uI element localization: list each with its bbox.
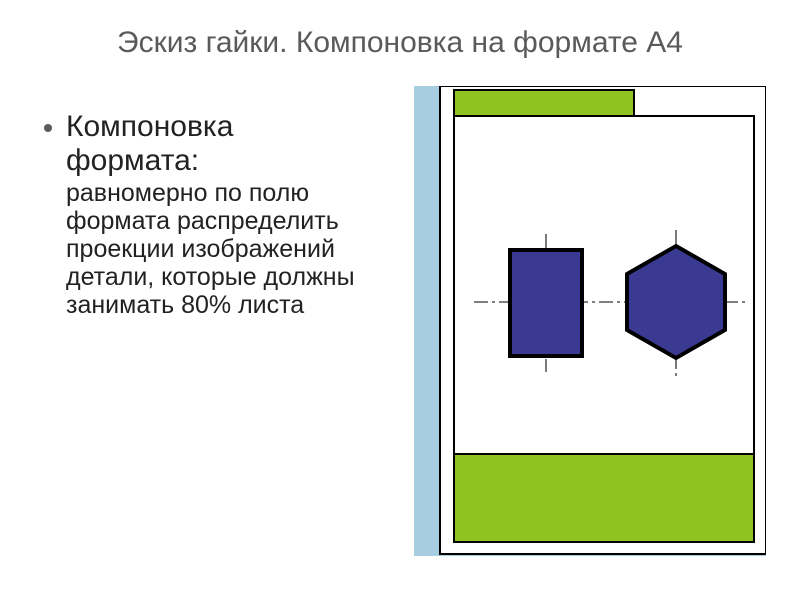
layout-diagram <box>414 86 766 556</box>
front-view-rect <box>510 250 582 356</box>
bullet-dot <box>44 124 52 132</box>
bullet-block: Компоновка формата: равномерно по полю ф… <box>44 110 364 319</box>
bullet-lead: Компоновка формата: <box>66 110 364 177</box>
bullet-rest: равномерно по полю формата распределить … <box>66 179 364 319</box>
slide-title: Эскиз гайки. Компоновка на формате А4 <box>0 26 800 60</box>
title-block <box>454 454 754 542</box>
binding-margin-bar <box>454 90 634 116</box>
